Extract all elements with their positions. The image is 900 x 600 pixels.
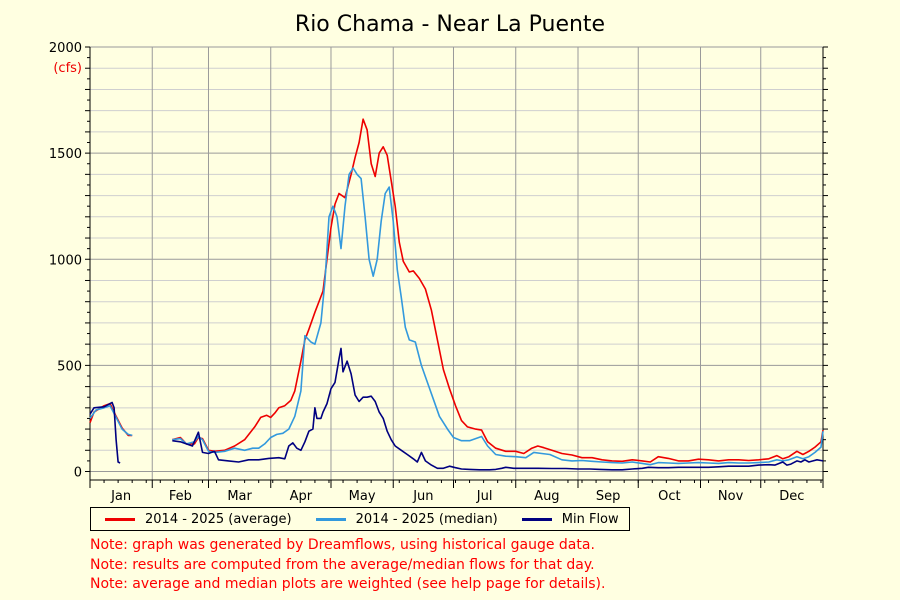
legend-swatch — [315, 517, 346, 521]
series-line — [172, 118, 824, 463]
x-tick-label: Apr — [290, 489, 313, 504]
axis-labels: 0 500 1000 1500 2000 (cfs) Jan Feb Mar Apr May Jun J… — [49, 41, 805, 504]
series-line — [172, 347, 824, 471]
x-tick-label: Mar — [227, 489, 252, 504]
x-tick-label: May — [349, 489, 376, 504]
x-tick-label: Jul — [476, 489, 493, 504]
series-line — [89, 401, 121, 464]
legend-item: 2014 - 2025 (median) — [315, 511, 498, 527]
axes — [85, 46, 828, 488]
plot-area — [90, 47, 823, 480]
legend: 2014 - 2025 (average) 2014 - 2025 (median… — [90, 507, 630, 531]
chart-title: Rio Chama - Near La Puente — [294, 12, 606, 37]
legend-swatch — [105, 517, 135, 521]
legend-label: 2014 - 2025 (average) — [145, 511, 292, 527]
y-axis-label: (cfs) — [53, 61, 82, 76]
series-line — [89, 404, 133, 437]
series-line — [172, 167, 824, 466]
x-tick-label: Jun — [412, 489, 433, 504]
y-tick-label: 2000 — [49, 41, 82, 56]
y-tick-label: 500 — [57, 359, 82, 374]
legend-label: Min Flow — [561, 511, 619, 527]
x-tick-label: Feb — [169, 489, 192, 504]
note-line: Note: average and median plots are weigh… — [90, 576, 606, 592]
x-tick-label: Jan — [110, 489, 131, 504]
legend-label: 2014 - 2025 (median) — [355, 511, 498, 527]
y-tick-label: 0 — [74, 466, 82, 481]
x-tick-label: Sep — [596, 489, 621, 504]
grid-lines — [90, 46, 823, 480]
legend-item: 2014 - 2025 (average) — [105, 512, 292, 527]
legend-item: Min Flow — [521, 511, 619, 527]
note-line: Note: graph was generated by Dreamflows,… — [90, 537, 595, 553]
y-tick-label: 1000 — [49, 253, 82, 268]
legend-swatch — [521, 517, 552, 521]
x-tick-label: Oct — [658, 489, 680, 504]
x-tick-label: Dec — [779, 489, 804, 504]
x-tick-label: Aug — [534, 489, 559, 504]
series-lines — [89, 118, 824, 471]
y-tick-label: 1500 — [49, 147, 82, 162]
x-tick-label: Nov — [718, 489, 744, 504]
notes-block: Note: graph was generated by Dreamflows,… — [90, 536, 605, 595]
note-line: Note: results are computed from the aver… — [90, 556, 595, 573]
